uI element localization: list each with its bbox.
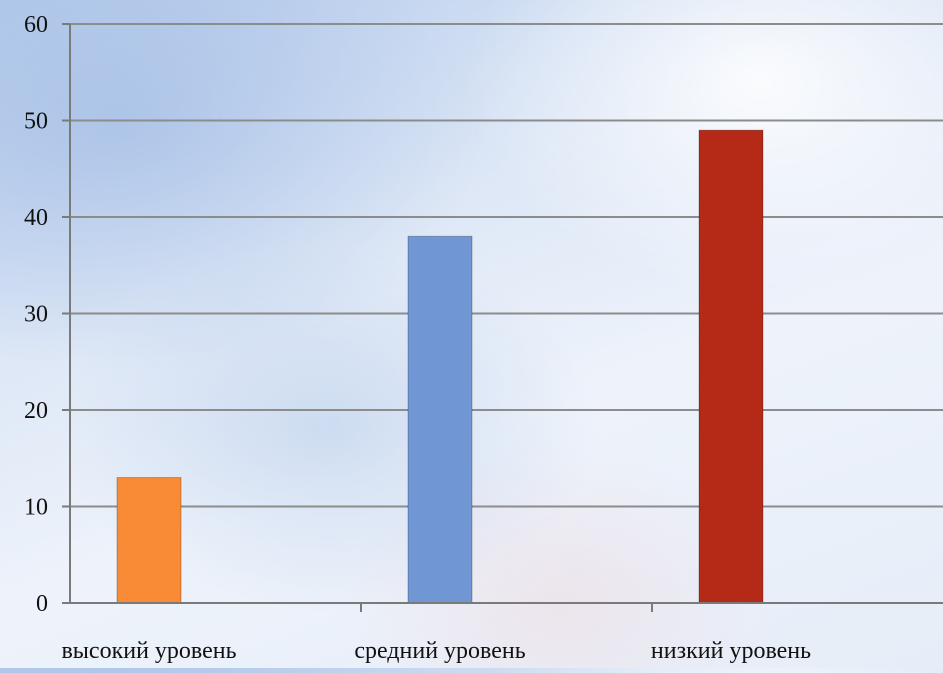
y-tick-label: 40 [24,205,48,231]
y-tick-label: 0 [36,591,48,617]
y-tick-label: 30 [24,302,48,328]
x-tick-labels: высокий уровень средний уровень низкий уро… [61,638,811,664]
x-tick-label: средний уровень [354,638,525,664]
y-tick-label: 60 [24,12,48,38]
y-tick-label: 50 [24,109,48,135]
bar [698,129,764,604]
bar [407,235,473,604]
x-tick-label: высокий уровень [61,638,236,664]
y-tick-label: 10 [24,495,48,521]
bar [116,477,182,604]
gridlines [70,23,943,508]
x-tick-label: низкий уровень [651,638,811,664]
y-tick-labels: 0 10 20 30 40 50 60 [24,12,48,617]
axes [62,23,943,612]
bars [116,129,764,604]
y-tick-label: 20 [24,398,48,424]
